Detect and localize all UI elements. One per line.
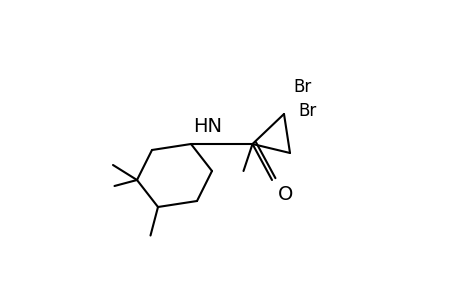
Text: Br: Br (292, 78, 311, 96)
Text: O: O (277, 185, 292, 204)
Text: Br: Br (298, 102, 316, 120)
Text: HN: HN (193, 118, 222, 136)
